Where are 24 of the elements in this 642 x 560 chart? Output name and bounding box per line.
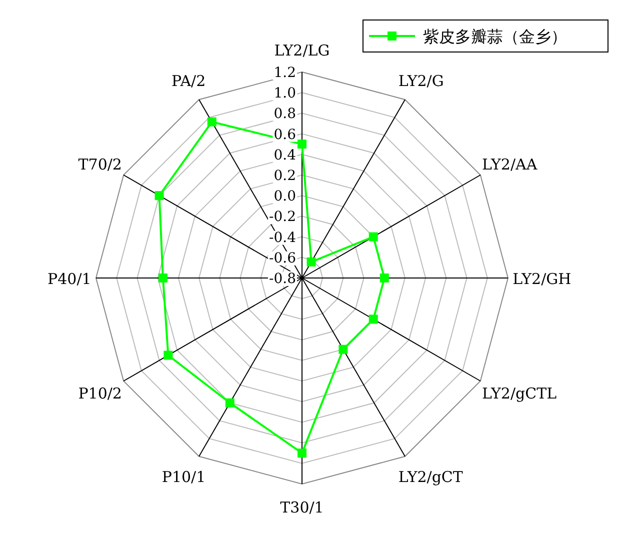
legend-label: 紫皮多瓣蒜（金乡） bbox=[423, 27, 567, 46]
y-tick-label: -0.4 bbox=[269, 230, 296, 246]
y-tick-label: 0.6 bbox=[274, 126, 296, 143]
y-tick-label: 1.2 bbox=[274, 65, 296, 81]
spoke-label: P10/2 bbox=[78, 384, 122, 402]
y-tick-label: 1.0 bbox=[274, 86, 296, 102]
y-tick-label: 0.0 bbox=[274, 188, 296, 205]
y-tick-label: 0.8 bbox=[274, 106, 296, 122]
y-tick-label: 0.4 bbox=[274, 147, 296, 164]
y-tick-label: -0.2 bbox=[269, 209, 296, 226]
spoke-label: PA/2 bbox=[172, 72, 206, 90]
spoke-label: LY2/gCT bbox=[398, 468, 463, 486]
spoke-label: T70/2 bbox=[78, 156, 122, 174]
y-tick-label: 0.2 bbox=[274, 168, 296, 184]
y-tick-label: -0.8 bbox=[269, 271, 296, 287]
spoke-label: LY2/AA bbox=[482, 156, 538, 174]
spoke-label: LY2/gCTL bbox=[482, 384, 557, 402]
spoke-label: LY2/LG bbox=[274, 41, 330, 60]
y-tick-label: -0.6 bbox=[269, 250, 296, 266]
spoke-label: LY2/GH bbox=[512, 270, 572, 288]
spoke-label: P10/1 bbox=[162, 468, 206, 486]
spoke-label: T30/1 bbox=[280, 498, 324, 517]
spoke-label: LY2/G bbox=[398, 72, 444, 90]
spoke-label: P40/1 bbox=[48, 270, 92, 288]
